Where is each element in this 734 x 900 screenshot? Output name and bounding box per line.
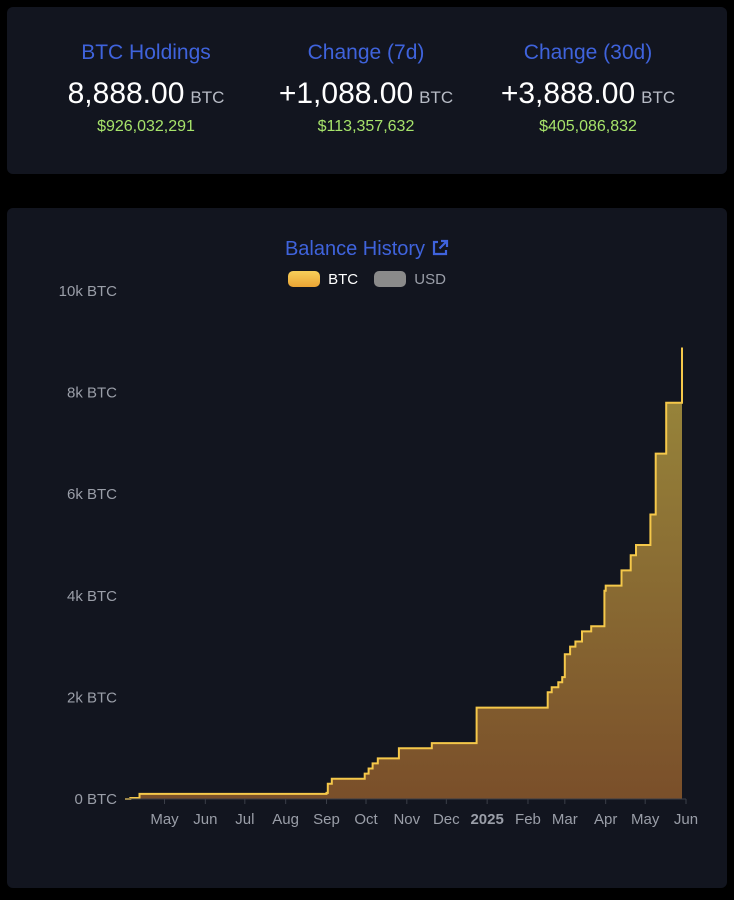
btc-area-fill <box>125 347 682 799</box>
stat-value: +1,088.00 <box>278 77 414 110</box>
stat-unit: BTC <box>190 88 225 107</box>
legend-swatch-btc <box>288 271 321 287</box>
legend-label-btc: BTC <box>328 271 359 288</box>
y-tick-label: 2k BTC <box>67 689 117 706</box>
stat-usd: $113,357,632 <box>317 118 415 135</box>
y-tick-label: 6k BTC <box>67 486 117 503</box>
x-tick-label: Nov <box>393 811 420 828</box>
x-tick-label: May <box>150 811 179 828</box>
x-tick-label: Jul <box>235 811 254 828</box>
legend-item-btc[interactable]: BTC <box>288 271 358 288</box>
stat-value-row: 8,888.00 BTC <box>36 77 256 111</box>
x-tick-label: Dec <box>433 811 460 828</box>
x-tick-label: Sep <box>313 811 340 828</box>
btc-series-line <box>125 347 683 800</box>
stat-title: Change (30d) <box>523 41 653 64</box>
stat-title: Change (7d) <box>307 41 425 64</box>
stat-unit: BTC <box>641 88 676 107</box>
x-tick-label: Apr <box>594 811 617 828</box>
y-tick-label: 10k BTC <box>59 283 118 300</box>
x-tick-label: Aug <box>272 811 299 828</box>
chart-title[interactable]: Balance History <box>7 238 727 263</box>
x-tick-label: Oct <box>354 811 378 828</box>
legend-item-usd[interactable]: USD <box>374 271 446 288</box>
x-tick-label: Jun <box>193 811 217 828</box>
chart-card: Balance History BTC USD 0 BTC 2k BTC 4k BT… <box>7 208 727 888</box>
chart-legend: BTC USD <box>7 271 727 288</box>
chart-title-text[interactable]: Balance History <box>284 238 426 260</box>
stat-value-row: +3,888.00 BTC <box>478 77 698 111</box>
stat-unit: BTC <box>419 88 454 107</box>
stat-title: BTC Holdings <box>81 41 211 64</box>
stat-usd: $405,086,832 <box>539 118 637 135</box>
balance-history-chart: 0 BTC 2k BTC 4k BTC 6k BTC 8k BTC 10k BTC May… <box>59 283 698 828</box>
y-tick-label: 4k BTC <box>67 588 117 605</box>
x-tick-label: Jun <box>674 811 698 828</box>
legend-swatch-usd <box>374 271 407 287</box>
stat-value-row: +1,088.00 BTC <box>256 77 476 111</box>
x-tick-label: Feb <box>515 811 541 828</box>
legend-label-usd: USD <box>414 271 446 288</box>
x-tick-label: Mar <box>552 811 578 828</box>
stat-value: +3,888.00 <box>500 77 636 110</box>
stats-card: BTC Holdings 8,888.00 BTC $926,032,291 Ch… <box>7 7 727 174</box>
stat-value: 8,888.00 <box>67 77 185 110</box>
external-link-icon[interactable] <box>431 239 449 263</box>
x-tick-label: 2025 <box>470 811 503 828</box>
y-tick-label: 0 BTC <box>74 791 117 808</box>
y-tick-label: 8k BTC <box>67 385 117 402</box>
x-tick-label: May <box>631 811 660 828</box>
stat-usd: $926,032,291 <box>97 118 195 135</box>
